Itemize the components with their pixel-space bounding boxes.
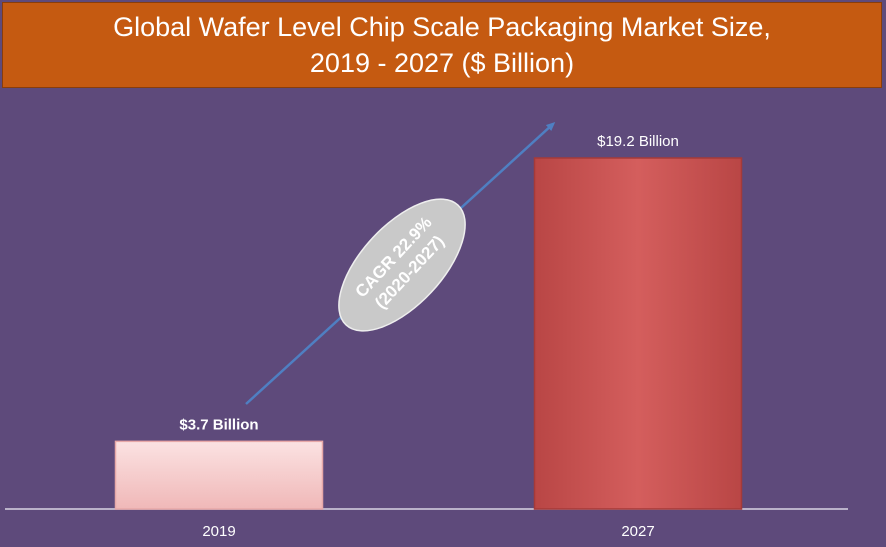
- bars: $3.7 Billion 2019 $19.2 Billion 2027: [114, 133, 743, 540]
- cagr-annotation: CAGR 22.9% (2020-2027): [338, 198, 466, 332]
- cagr-ellipse: [338, 198, 466, 332]
- chart-title-line2: 2019 - 2027 ($ Billion): [309, 48, 575, 78]
- x-tick-label-2027: 2027: [621, 523, 654, 540]
- bar-2019: [114, 440, 324, 510]
- data-label-2019: $3.7 Billion: [179, 416, 258, 433]
- x-tick-label-2019: 2019: [202, 523, 235, 540]
- bar-2027: [533, 157, 743, 510]
- chart-title-line1: Global Wafer Level Chip Scale Packaging …: [113, 12, 771, 42]
- data-label-2027: $19.2 Billion: [597, 133, 679, 150]
- chart-title: Global Wafer Level Chip Scale Packaging …: [2, 2, 882, 88]
